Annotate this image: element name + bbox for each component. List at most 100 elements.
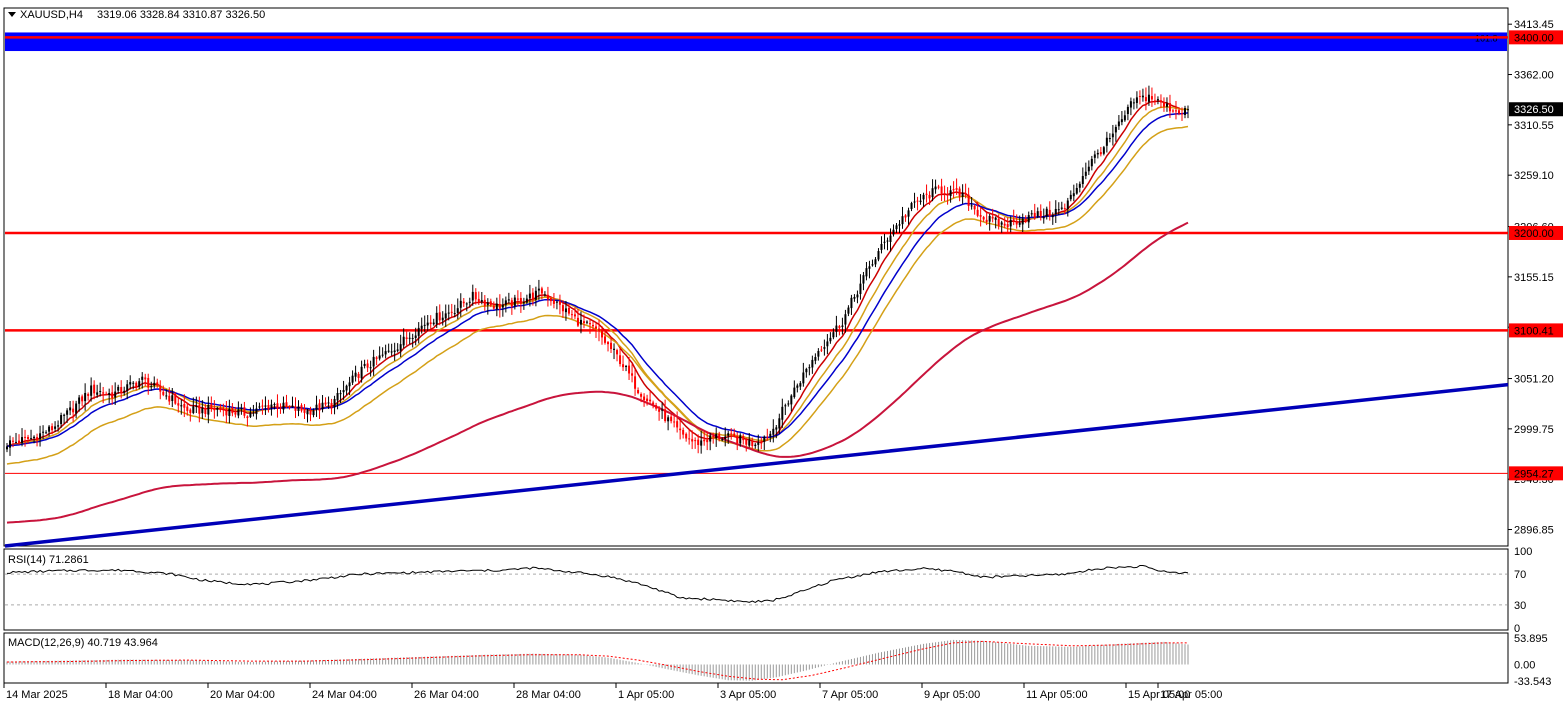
candle[interactable] <box>1006 217 1009 234</box>
candle[interactable] <box>222 403 225 417</box>
candle[interactable] <box>84 383 87 411</box>
candle[interactable] <box>513 294 516 310</box>
candle[interactable] <box>264 396 267 415</box>
candle[interactable] <box>156 378 159 388</box>
candle[interactable] <box>204 404 207 418</box>
candle[interactable] <box>766 428 769 441</box>
candle[interactable] <box>1054 200 1057 223</box>
candle[interactable] <box>1087 160 1090 176</box>
candle[interactable] <box>171 387 174 408</box>
candle[interactable] <box>510 297 513 315</box>
candle[interactable] <box>616 348 619 362</box>
candle[interactable] <box>778 413 781 434</box>
candle[interactable] <box>757 434 760 452</box>
candle[interactable] <box>237 401 240 419</box>
candle[interactable] <box>66 408 69 423</box>
candle[interactable] <box>240 403 243 415</box>
candle[interactable] <box>90 377 93 402</box>
candle[interactable] <box>1048 201 1051 221</box>
candle[interactable] <box>312 408 315 418</box>
candle[interactable] <box>877 248 880 262</box>
candle[interactable] <box>111 385 114 405</box>
candle[interactable] <box>889 228 892 252</box>
candle[interactable] <box>108 388 111 404</box>
candle[interactable] <box>955 178 958 195</box>
candle[interactable] <box>697 434 700 454</box>
candle[interactable] <box>327 396 330 409</box>
candle[interactable] <box>1126 104 1129 121</box>
candle[interactable] <box>637 387 640 395</box>
candle[interactable] <box>1057 202 1060 216</box>
candle[interactable] <box>588 318 591 334</box>
candle[interactable] <box>970 196 973 210</box>
candle[interactable] <box>99 382 102 397</box>
candle[interactable] <box>288 405 291 410</box>
candle[interactable] <box>153 376 156 389</box>
candle[interactable] <box>1015 214 1018 229</box>
candle[interactable] <box>769 430 772 443</box>
candle[interactable] <box>18 434 21 445</box>
candle[interactable] <box>198 396 201 423</box>
candle[interactable] <box>1135 91 1138 109</box>
candle[interactable] <box>1099 146 1102 157</box>
candle[interactable] <box>862 271 865 291</box>
candle[interactable] <box>985 211 988 226</box>
candle[interactable] <box>102 386 105 404</box>
candle[interactable] <box>880 236 883 254</box>
candle[interactable] <box>360 360 363 383</box>
candle[interactable] <box>51 423 54 435</box>
candle[interactable] <box>201 400 204 419</box>
candle[interactable] <box>6 443 8 453</box>
candle[interactable] <box>787 400 790 407</box>
candle[interactable] <box>93 380 96 400</box>
candle[interactable] <box>561 300 564 318</box>
candle[interactable] <box>303 404 306 420</box>
candle[interactable] <box>601 326 604 345</box>
candle[interactable] <box>1018 215 1021 228</box>
candle[interactable] <box>324 397 327 407</box>
candle[interactable] <box>72 400 75 422</box>
candle[interactable] <box>1159 94 1162 109</box>
candle[interactable] <box>919 194 922 205</box>
candle[interactable] <box>832 328 835 340</box>
candle[interactable] <box>1096 149 1099 159</box>
candle[interactable] <box>291 396 294 408</box>
candle[interactable] <box>976 201 979 218</box>
candle[interactable] <box>946 187 949 205</box>
candle[interactable] <box>261 399 264 415</box>
candle[interactable] <box>519 292 522 313</box>
candle[interactable] <box>24 429 27 447</box>
candle[interactable] <box>709 432 712 451</box>
candle[interactable] <box>1027 211 1030 228</box>
candle[interactable] <box>573 307 576 320</box>
candle[interactable] <box>348 376 351 396</box>
candle[interactable] <box>1132 98 1135 110</box>
candle[interactable] <box>751 437 754 451</box>
candle[interactable] <box>844 309 847 333</box>
candle[interactable] <box>859 274 862 300</box>
candle[interactable] <box>625 364 628 372</box>
candle[interactable] <box>177 396 180 413</box>
candle[interactable] <box>249 407 252 419</box>
candle[interactable] <box>1183 105 1186 119</box>
candle[interactable] <box>345 384 348 396</box>
candle[interactable] <box>474 288 477 305</box>
candle[interactable] <box>655 402 658 411</box>
candle[interactable] <box>105 391 108 395</box>
candle[interactable] <box>634 368 637 396</box>
candle[interactable] <box>688 428 691 445</box>
candle[interactable] <box>48 425 51 437</box>
candle[interactable] <box>591 320 594 331</box>
candle[interactable] <box>1102 145 1105 156</box>
candle[interactable] <box>910 201 913 212</box>
candle[interactable] <box>456 298 459 320</box>
candle[interactable] <box>1060 201 1063 211</box>
candle[interactable] <box>805 367 808 378</box>
candle[interactable] <box>378 346 381 361</box>
candle[interactable] <box>147 373 150 395</box>
candle[interactable] <box>351 370 354 386</box>
candle[interactable] <box>1117 115 1120 130</box>
candle[interactable] <box>886 237 889 251</box>
candle[interactable] <box>691 430 694 450</box>
